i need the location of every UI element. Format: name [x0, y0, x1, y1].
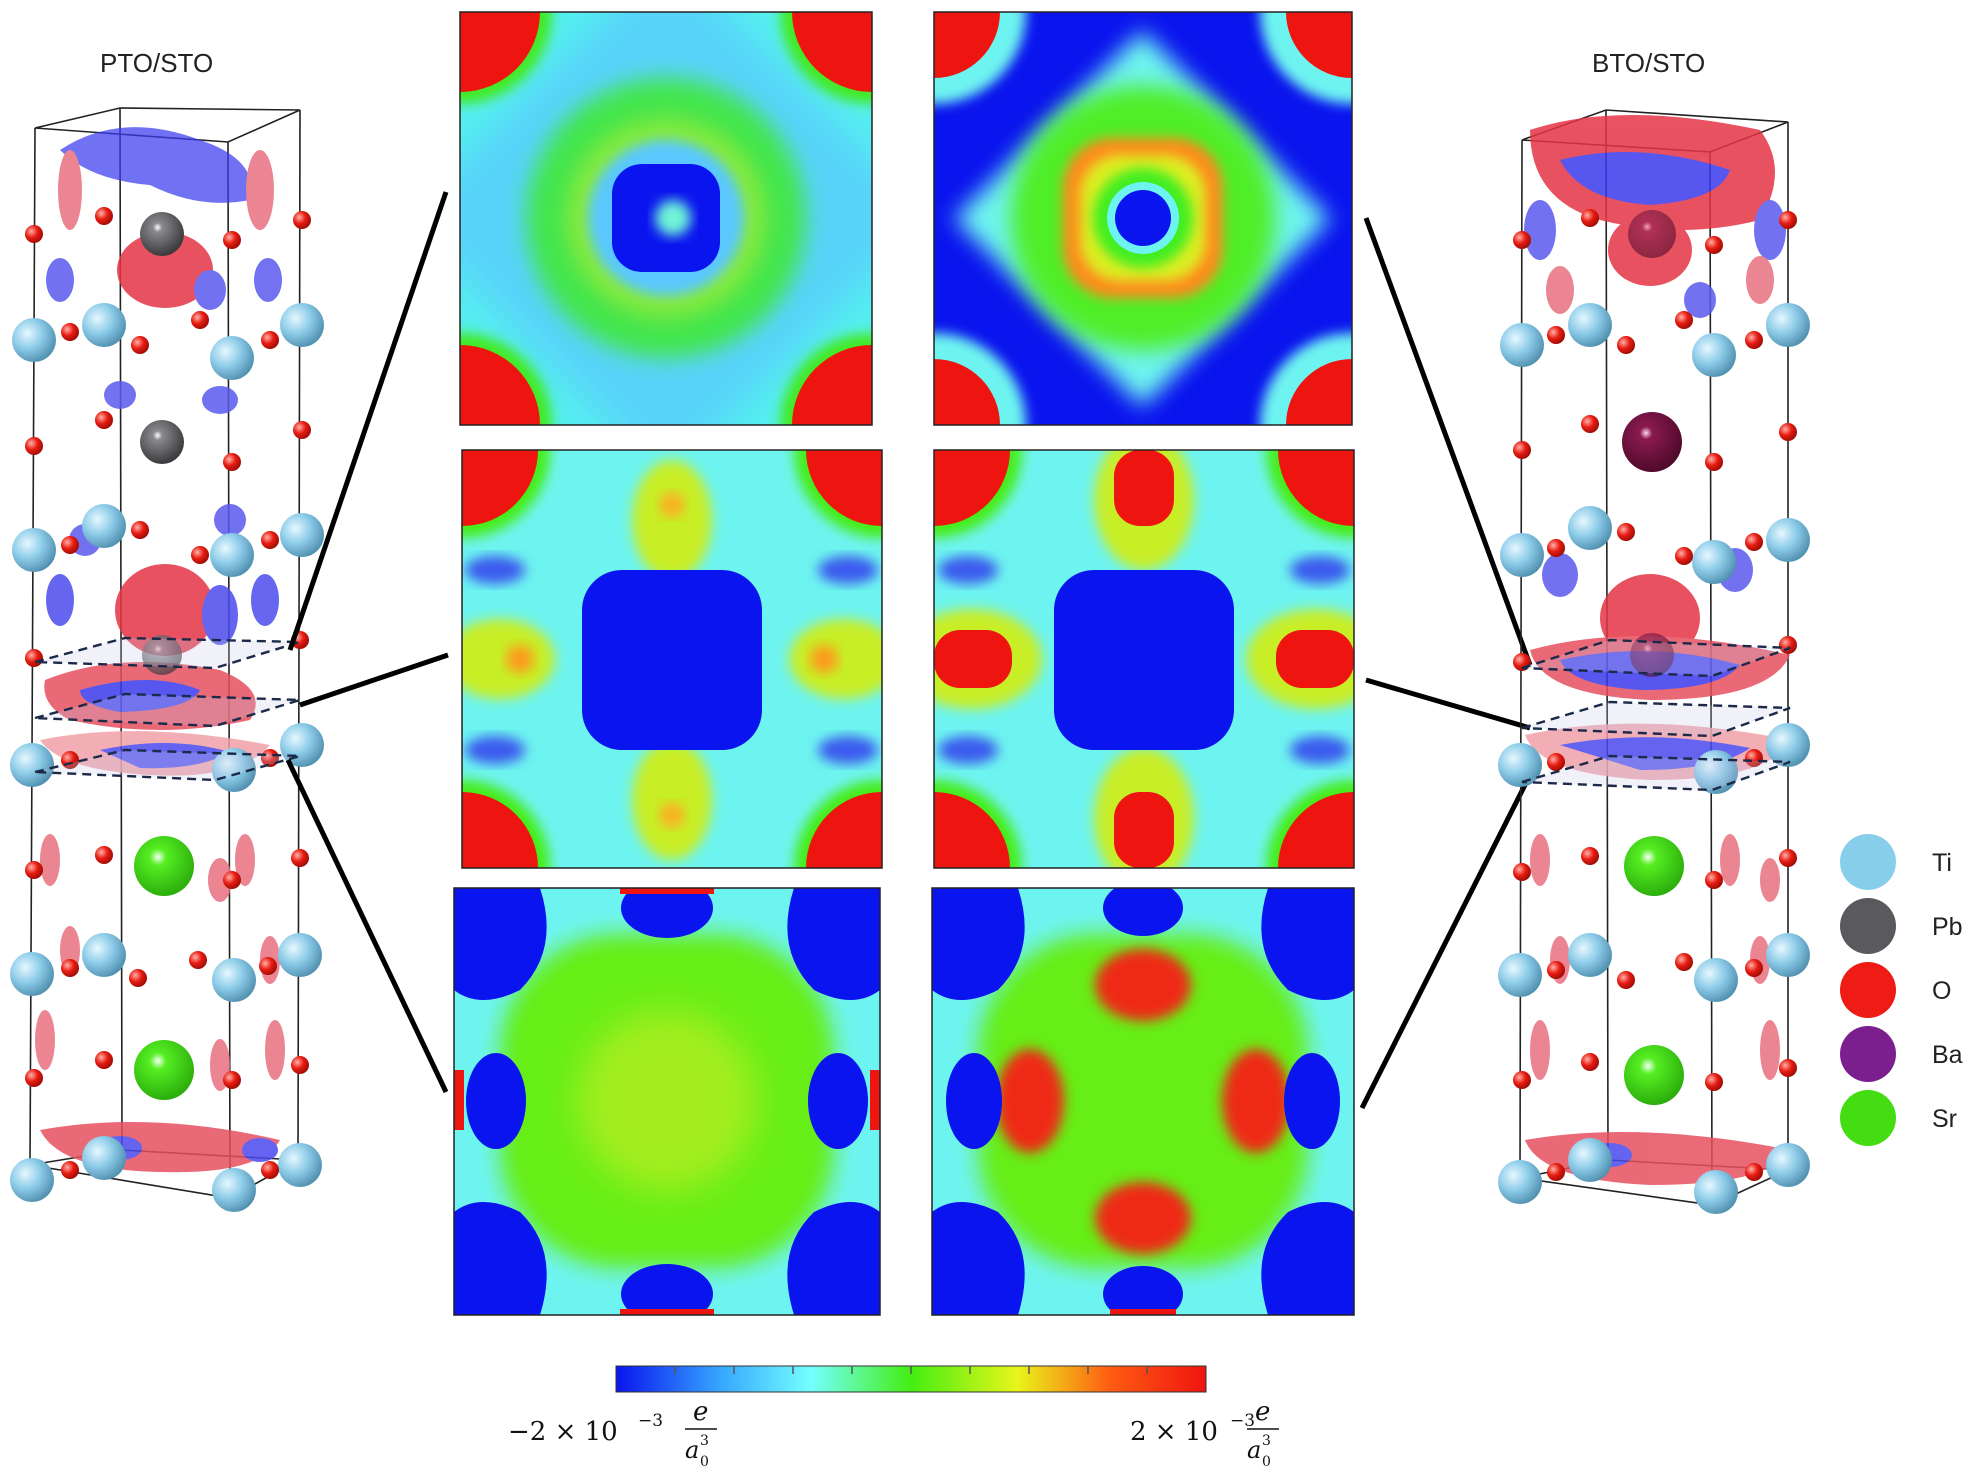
panel-border: [931, 887, 1355, 1316]
ba-atom: [1630, 633, 1674, 677]
colorbar-max-exp: −3: [1230, 1411, 1255, 1431]
colorbar-min-unit-den: a: [685, 1436, 699, 1464]
heatmap-bottom-right: [932, 888, 1354, 1315]
legend-item-ba: Ba: [1840, 1026, 1963, 1082]
slice-planes-right: [1521, 638, 1791, 792]
heatmap-top-right: [934, 12, 1352, 425]
heatmap-bottom-left: [454, 888, 880, 1315]
legend-swatch: [1840, 1026, 1896, 1082]
legend-label: Sr: [1932, 1105, 1957, 1133]
ba-atom: [1622, 412, 1682, 472]
structure-bto-sto: BTO/STO: [1498, 48, 1810, 1214]
legend-item-pb: Pb: [1840, 898, 1963, 954]
element-legend: Ti Pb O Ba Sr: [1840, 834, 1963, 1146]
label-pto-sto: PTO/STO: [100, 48, 213, 78]
legend-label: O: [1932, 977, 1951, 1005]
panel-border: [453, 887, 881, 1316]
sr-atom: [134, 836, 194, 896]
colorbar: −2 × 10 −3 e a 0 3 2 × 10 −3 e a 0 3: [508, 1365, 1279, 1470]
connector-lines-left: [285, 191, 449, 1094]
legend-swatch: [1840, 898, 1896, 954]
panel-border: [461, 449, 883, 869]
panel-border: [933, 11, 1353, 426]
legend-label: Ba: [1932, 1041, 1963, 1069]
pb-atom: [140, 212, 184, 256]
legend-label: Ti: [1932, 849, 1952, 877]
slice-planes-left: [34, 636, 301, 782]
colorbar-max-unit-sub: 0: [1262, 1454, 1271, 1470]
structure-pto-sto: PTO/STO: [10, 48, 324, 1212]
legend-item-o: O: [1840, 962, 1951, 1018]
sr-atom: [134, 1040, 194, 1100]
legend-swatch: [1840, 834, 1896, 890]
heatmap-middle-right: [934, 450, 1354, 868]
colorbar-min-unit-sub: 0: [700, 1454, 709, 1470]
o-atoms-left: [25, 207, 311, 1179]
sr-atom: [1624, 1045, 1684, 1105]
panel-border: [933, 449, 1355, 869]
colorbar-max-unit-den: a: [1247, 1436, 1261, 1464]
colorbar-min-unit-sup: 3: [700, 1433, 709, 1449]
colorbar-min-coef: −2 × 10: [508, 1417, 618, 1447]
sr-atom: [1624, 836, 1684, 896]
legend-swatch: [1840, 962, 1896, 1018]
colorbar-max-unit-num: e: [1255, 1397, 1270, 1427]
legend-item-sr: Sr: [1840, 1090, 1957, 1146]
colorbar-max-coef: 2 × 10: [1130, 1417, 1218, 1447]
legend-swatch: [1840, 1090, 1896, 1146]
colorbar-min-exp: −3: [638, 1411, 663, 1431]
ba-atom: [1628, 210, 1676, 258]
colorbar-max-unit-sup: 3: [1262, 1433, 1271, 1449]
connector-lines-right: [1359, 217, 1533, 1110]
colorbar-min-unit-num: e: [693, 1397, 708, 1427]
pb-atom: [140, 420, 184, 464]
label-bto-sto: BTO/STO: [1592, 48, 1705, 78]
ti-atoms-right: [1498, 303, 1810, 1214]
heatmap-middle-left: [462, 450, 882, 868]
legend-item-ti: Ti: [1840, 834, 1952, 890]
panel-border: [459, 11, 873, 426]
o-atoms-right: [1513, 209, 1797, 1181]
legend-label: Pb: [1932, 913, 1963, 941]
heatmap-top-left: [460, 12, 872, 425]
isosurfaces-pto: [35, 127, 285, 1173]
colorbar-ticks: [674, 1366, 1148, 1374]
